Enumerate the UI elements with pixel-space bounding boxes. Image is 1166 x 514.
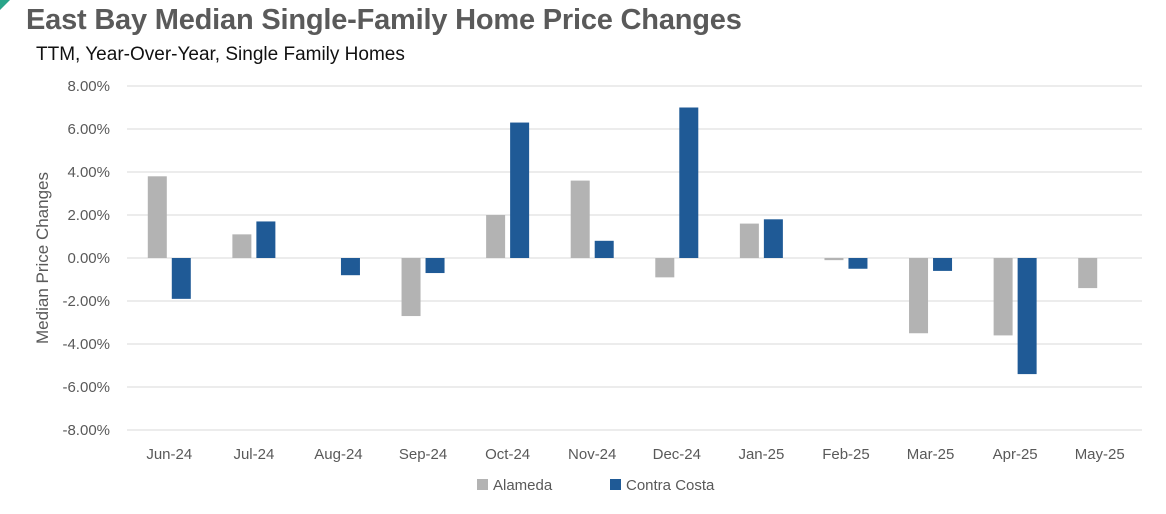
bar-alameda-mar-25 <box>909 258 929 334</box>
legend: Alameda Contra Costa <box>477 477 715 494</box>
bar-contra-costa-oct-24 <box>510 122 530 258</box>
y-tick-label: 4.00% <box>67 164 110 181</box>
bar-contra-costa-jan-25 <box>763 219 783 258</box>
chart-title: East Bay Median Single-Family Home Price… <box>26 4 742 36</box>
bar-alameda-feb-25 <box>824 258 844 261</box>
y-tick-label: -8.00% <box>62 422 110 439</box>
y-axis-title: Median Price Changes <box>33 172 52 344</box>
bar-alameda-jun-24 <box>147 176 167 258</box>
legend-swatch <box>610 479 621 490</box>
y-tick-label: -6.00% <box>62 379 110 396</box>
x-tick-label: Apr-25 <box>993 446 1038 463</box>
bar-contra-costa-apr-25 <box>1017 258 1037 375</box>
bar-contra-costa-aug-24 <box>340 258 360 276</box>
legend-swatch <box>477 479 488 490</box>
x-tick-labels: Jun-24 Jul-24 Aug-24 Sep-24 Oct-24 Nov-24 Dec-… <box>146 446 1124 463</box>
x-tick-label: Dec-24 <box>653 446 701 463</box>
x-tick-label: Aug-24 <box>314 446 362 463</box>
bar-alameda-apr-25 <box>993 258 1013 336</box>
gridlines <box>127 85 1142 431</box>
x-tick-label: Oct-24 <box>485 446 530 463</box>
bar-alameda-sep-24 <box>401 258 421 317</box>
bar-contra-costa-nov-24 <box>594 240 614 258</box>
y-tick-label: 6.00% <box>67 121 110 138</box>
legend-label: Contra Costa <box>626 477 715 494</box>
y-tick-label: 2.00% <box>67 207 110 224</box>
bar-alameda-dec-24 <box>655 258 675 278</box>
x-tick-label: Sep-24 <box>399 446 447 463</box>
bar-contra-costa-mar-25 <box>933 258 953 271</box>
x-tick-label: Nov-24 <box>568 446 616 463</box>
x-tick-label: May-25 <box>1075 446 1125 463</box>
legend-label: Alameda <box>493 477 553 494</box>
y-tick-label: -2.00% <box>62 293 110 310</box>
y-tick-label: -4.00% <box>62 336 110 353</box>
bar-contra-costa-jun-24 <box>171 258 191 299</box>
corner-accent-shape <box>0 0 10 10</box>
y-tick-label: 0.00% <box>67 250 110 267</box>
bar-contra-costa-jul-24 <box>256 221 276 258</box>
bar-alameda-jan-25 <box>739 223 759 258</box>
x-tick-label: Feb-25 <box>822 446 870 463</box>
bar-alameda-may-25 <box>1078 258 1098 289</box>
bar-contra-costa-feb-25 <box>848 258 868 269</box>
bar-contra-costa-sep-24 <box>425 258 445 274</box>
bar-alameda-jul-24 <box>232 234 252 258</box>
bar-alameda-oct-24 <box>486 215 506 258</box>
bar-contra-costa-dec-24 <box>679 107 699 258</box>
x-tick-label: Jan-25 <box>738 446 784 463</box>
x-tick-label: Mar-25 <box>907 446 955 463</box>
y-tick-label: 8.00% <box>67 78 110 95</box>
chart-subtitle: TTM, Year-Over-Year, Single Family Homes <box>36 44 405 65</box>
x-tick-label: Jul-24 <box>233 446 274 463</box>
bar-alameda-nov-24 <box>570 180 590 258</box>
y-tick-labels: 8.00% 6.00% 4.00% 2.00% 0.00% -2.00% -4.00% -6.… <box>62 78 110 439</box>
bars <box>147 107 1098 375</box>
x-tick-label: Jun-24 <box>146 446 192 463</box>
